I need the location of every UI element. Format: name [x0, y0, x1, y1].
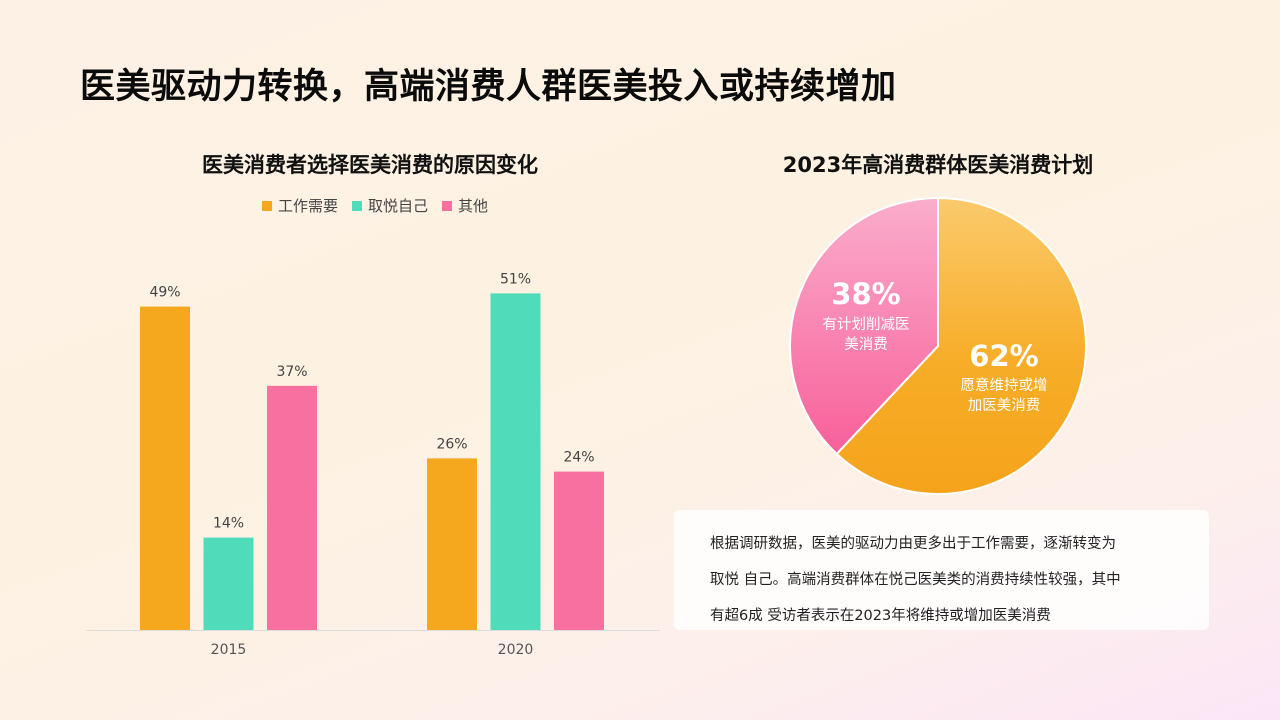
pie-chart-title: 2023年高消费群体医美消费计划 [782, 153, 1094, 177]
bar-取悦自己-2015[interactable] [203, 537, 254, 630]
legend-swatch-self [352, 200, 363, 211]
bar-chart: 49% 14% 37% 2015 26% 51% 24% 2020 [86, 271, 660, 658]
legend-label-other: 其他 [458, 197, 489, 215]
page-title: 医美驱动力转换，高端消费人群医美投入或持续增加 [80, 67, 897, 107]
bar-取悦自己-2020[interactable] [490, 293, 541, 630]
pie-slice-maintain-label-line-2: 加医美消费 [968, 397, 1041, 414]
legend-label-work: 工作需要 [278, 197, 339, 215]
bar-其他-2015[interactable] [267, 385, 317, 630]
data-label-工作需要-2020: 26% [436, 436, 467, 452]
x-tick-label-2020: 2020 [498, 642, 534, 658]
data-label-其他-2020: 24% [563, 450, 594, 466]
bar-chart-title: 医美消费者选择医美消费的原因变化 [202, 153, 538, 177]
pie-slice-reduce-label-line-1: 有计划削减医 [823, 316, 910, 333]
legend-swatch-other [442, 200, 453, 211]
pie-slice-reduce-percent: 38% [831, 277, 900, 311]
pie-slice-reduce[interactable] [789, 197, 939, 455]
bar-工作需要-2020[interactable] [427, 458, 477, 630]
pie-slice-reduce-label-line-2: 美消费 [844, 336, 888, 353]
legend-item-self[interactable]: 取悦自己 [352, 195, 428, 216]
legend-swatch-work [262, 200, 272, 211]
pie-slice-maintain-label-line-1: 愿意维持或增 [961, 376, 1048, 394]
note-line-3: 有超6成 受访者表示在2023年将维持或增加医美消费 [710, 608, 1051, 624]
bar-chart-legend: 工作需要 取悦自己 其他 [262, 195, 488, 216]
data-label-取悦自己-2020: 51% [500, 271, 531, 287]
data-label-取悦自己-2015: 14% [213, 516, 244, 532]
note-line-1: 根据调研数据，医美的驱动力由更多出于工作需要，逐渐转变为 [710, 536, 1116, 552]
data-label-其他-2015: 37% [276, 364, 307, 380]
bar-工作需要-2015[interactable] [140, 306, 190, 630]
bar-其他-2020[interactable] [554, 471, 604, 630]
x-tick-label-2015: 2015 [211, 642, 247, 658]
data-label-工作需要-2015: 49% [149, 285, 180, 301]
legend-item-work[interactable]: 工作需要 [262, 195, 338, 216]
legend-label-self: 取悦自己 [368, 197, 429, 215]
pie-slice-maintain-percent: 62% [969, 339, 1038, 373]
note-line-2: 取悦 自己。高端消费群体在悦己医美类的消费持续性较强，其中 [710, 572, 1121, 588]
summary-note: 根据调研数据，医美的驱动力由更多出于工作需要，逐渐转变为 取悦 自己。高端消费群… [674, 510, 1209, 630]
legend-item-other[interactable]: 其他 [442, 195, 488, 216]
pie-slice-maintain[interactable] [835, 197, 1087, 495]
